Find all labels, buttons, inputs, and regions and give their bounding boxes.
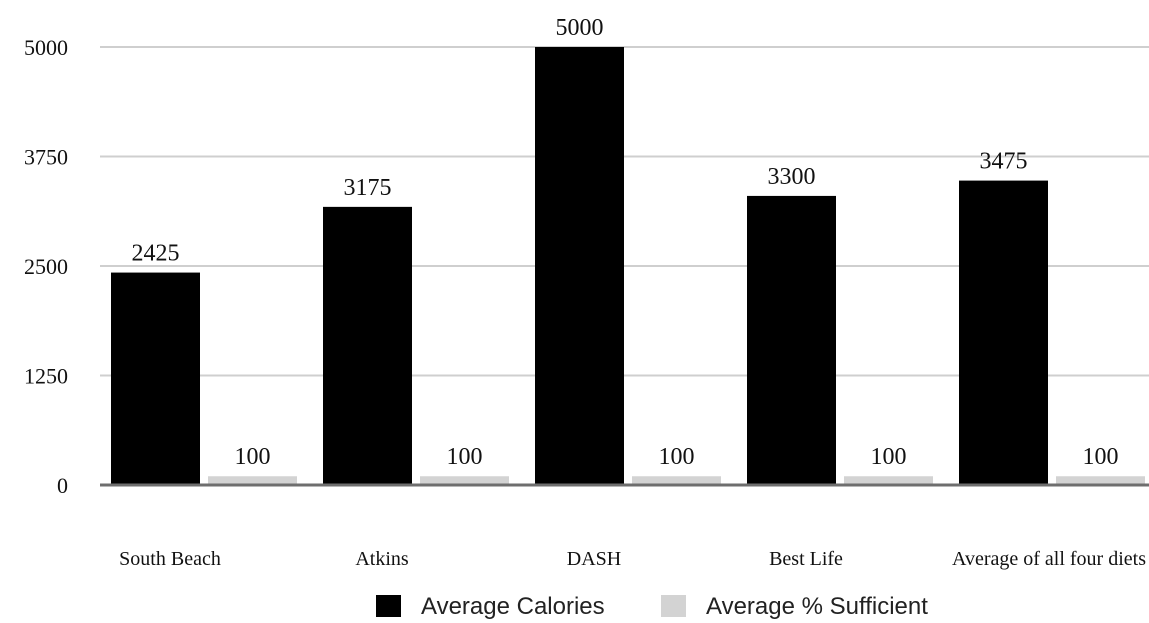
bar-average-calories xyxy=(111,272,200,485)
bar-average-pct-sufficient xyxy=(420,476,509,485)
data-label: 3175 xyxy=(344,175,392,201)
bar-average-pct-sufficient xyxy=(632,476,721,485)
legend-swatch xyxy=(376,595,401,617)
legend: Average Calories Average % Sufficient xyxy=(376,593,928,620)
bars: 2425 100 3175 100 5000 100 3300 100 3475 100 xyxy=(111,15,1145,486)
data-label: 100 xyxy=(447,444,483,470)
data-label: 100 xyxy=(871,444,907,470)
legend-label: Average Calories xyxy=(421,593,605,620)
bar-average-calories xyxy=(323,206,412,485)
bar-average-calories xyxy=(535,47,624,485)
x-category-label: Best Life xyxy=(769,548,843,570)
x-category-label: South Beach xyxy=(119,548,221,570)
y-tick-label: 2500 xyxy=(24,254,68,279)
data-label: 3300 xyxy=(768,164,816,190)
data-label: 5000 xyxy=(556,15,604,41)
y-axis: 0 1250 2500 3750 5000 xyxy=(24,35,68,498)
y-tick-label: 1250 xyxy=(24,364,68,389)
bar-average-pct-sufficient xyxy=(1056,476,1145,485)
x-category-label: DASH xyxy=(567,548,621,570)
bar-average-calories xyxy=(959,180,1048,485)
bar-average-calories xyxy=(747,195,836,486)
legend-swatch xyxy=(661,595,686,617)
data-label: 2425 xyxy=(132,241,180,267)
data-label: 3475 xyxy=(980,149,1028,175)
x-category-label: Average of all four diets xyxy=(952,548,1146,570)
y-tick-label: 3750 xyxy=(24,145,68,170)
y-tick-label: 0 xyxy=(57,473,68,498)
legend-label: Average % Sufficient xyxy=(706,593,928,620)
bar-average-pct-sufficient xyxy=(208,476,297,485)
data-label: 100 xyxy=(235,444,271,470)
data-label: 100 xyxy=(1083,444,1119,470)
x-axis: South Beach Atkins DASH Best Life Average of… xyxy=(100,483,1149,570)
data-label: 100 xyxy=(659,444,695,470)
y-tick-label: 5000 xyxy=(24,35,68,60)
x-category-label: Atkins xyxy=(355,548,409,570)
bar-average-pct-sufficient xyxy=(844,476,933,485)
